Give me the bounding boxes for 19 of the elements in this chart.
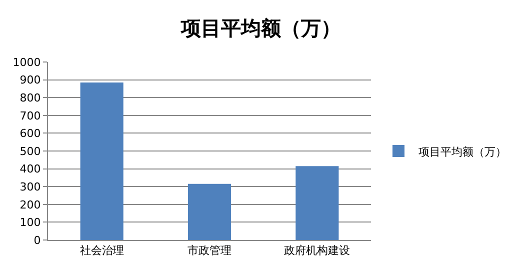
y-tick-label: 500 (20, 144, 41, 158)
y-tick-label: 1000 (12, 56, 41, 69)
y-tick-label: 700 (20, 109, 41, 122)
bar (296, 166, 339, 240)
chart-title: 项目平均额（万） (180, 16, 341, 40)
bar (80, 82, 124, 240)
x-tick-label: 社会治理 (80, 244, 124, 258)
y-tick-label: 200 (20, 198, 41, 212)
y-tick-label: 400 (20, 162, 41, 176)
x-tick-label: 市政管理 (188, 244, 232, 258)
bar (188, 184, 232, 240)
legend-label: 项目平均额（万） (418, 145, 506, 158)
x-tick-label: 政府机构建设 (284, 244, 350, 258)
y-tick-label: 900 (20, 74, 41, 87)
y-tick-label: 600 (20, 127, 41, 140)
y-tick-label: 100 (20, 216, 41, 230)
y-tick-label: 0 (34, 234, 41, 247)
y-tick-label: 300 (20, 180, 41, 194)
y-tick-label: 800 (20, 91, 41, 104)
